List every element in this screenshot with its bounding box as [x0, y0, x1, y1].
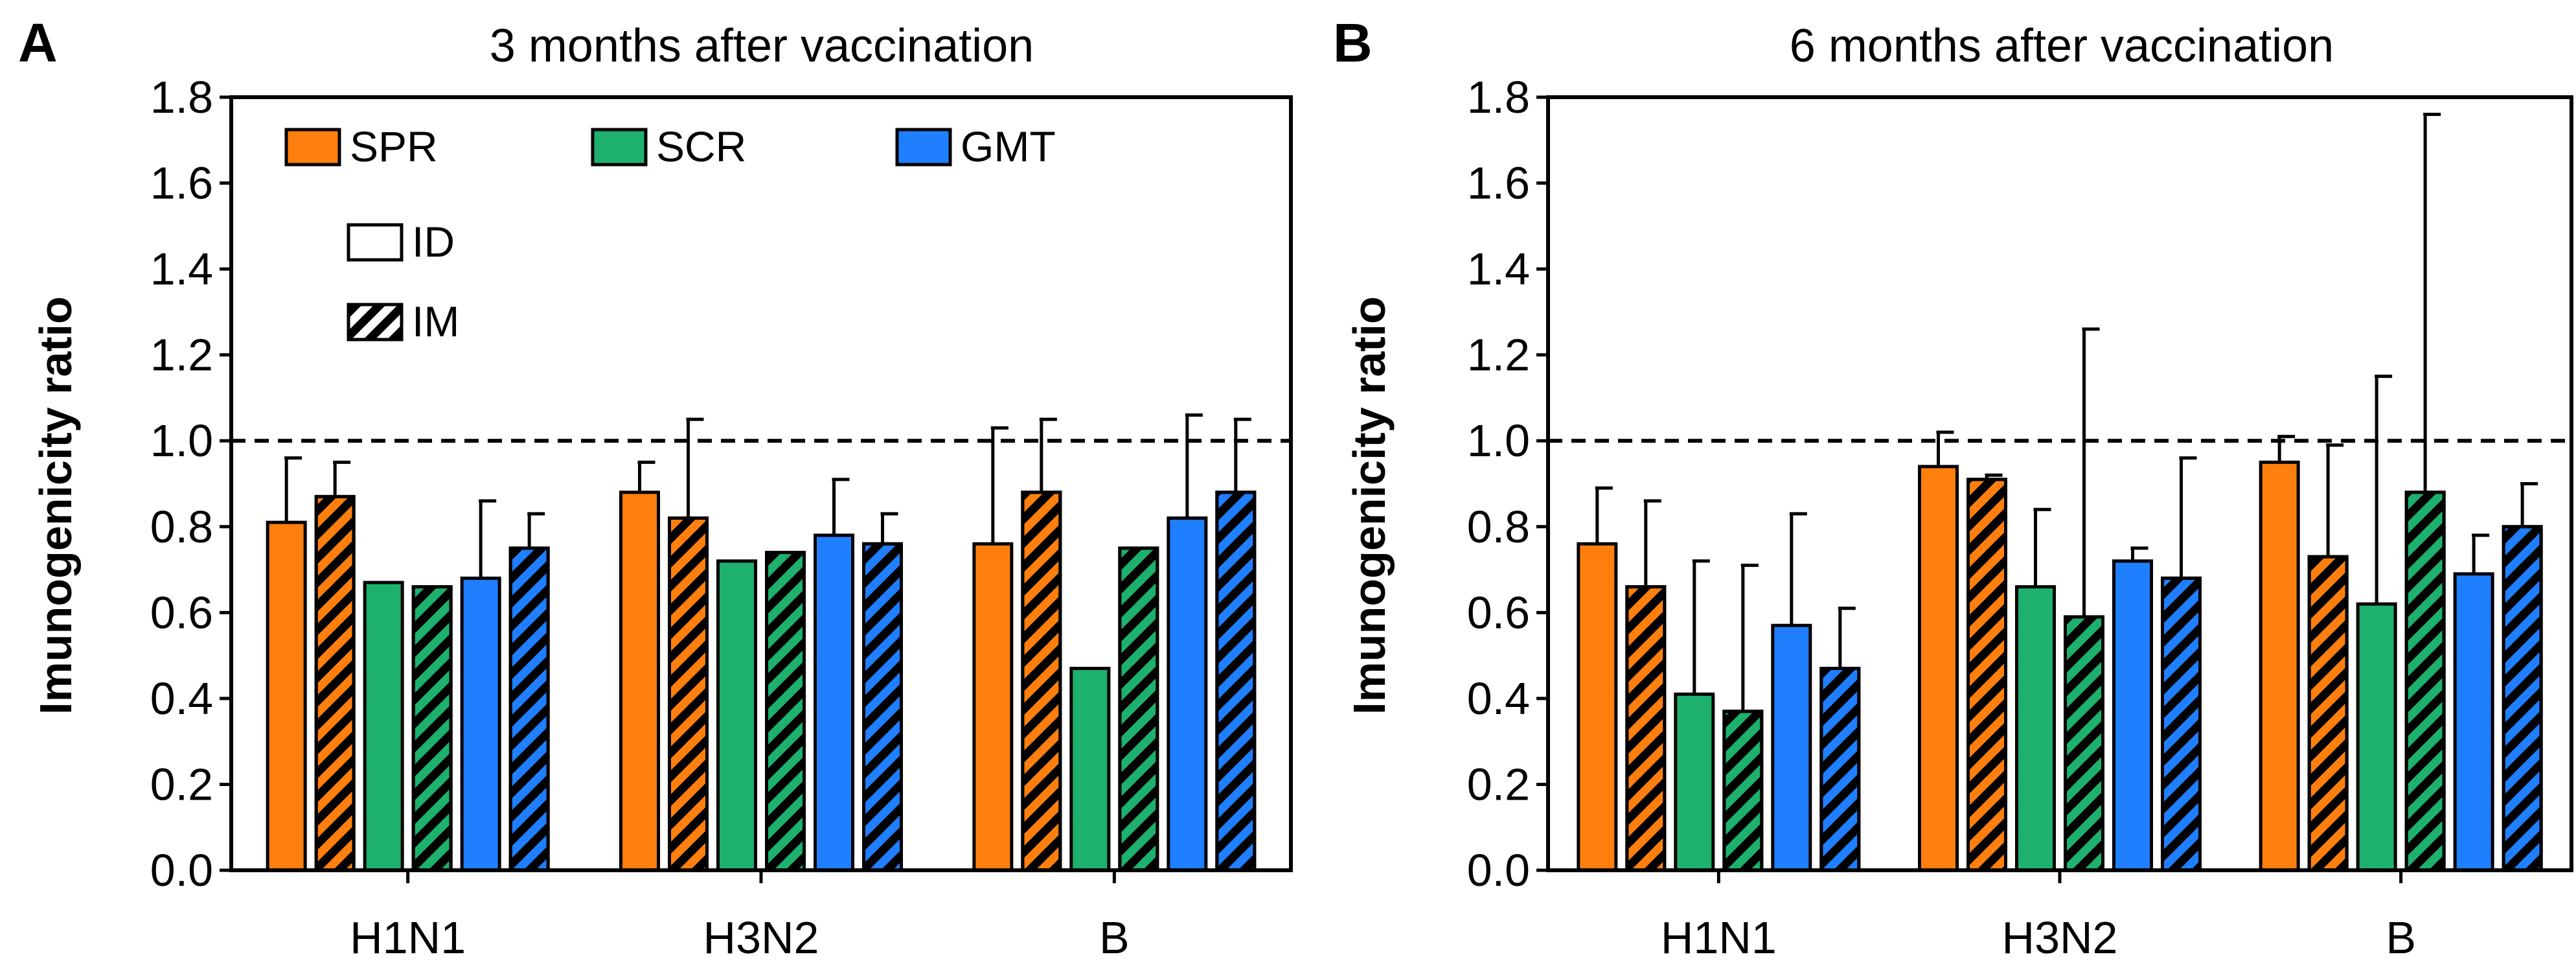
panel-a-y-axis-label: Imunogenicity ratio: [30, 296, 81, 715]
panel-b-x-ticks: H1N1 H3N2 B: [1661, 912, 2416, 963]
panel-a-x-tick-label-b: B: [1099, 912, 1130, 963]
panel-a-bar-gmt-id-h1n1: [460, 576, 501, 872]
panel-b-bar-hatch-gmt-im-h3n2: [2161, 576, 2202, 872]
panel-b-bars: [1536, 95, 2573, 883]
legend-label-spr: SPR: [350, 122, 438, 170]
panel-a-y-tick-label: 1.0: [150, 415, 213, 466]
panel-b-bar-gmt-id-h3n2: [2112, 559, 2153, 872]
panel-a-bar-hatch-spr-im-h3n2: [668, 516, 709, 872]
legend-swatch-id: [347, 223, 404, 262]
panel-a-bar-hatch-gmt-im-h3n2: [862, 542, 903, 872]
panel-a-y-tick-label: 1.6: [150, 158, 213, 209]
panel-a-bar-spr-id-h3n2: [619, 491, 660, 872]
panel-b-y-tick-label: 0.6: [1467, 587, 1530, 638]
panel-b: B 6 months after vaccination Imunogenici…: [1333, 12, 2573, 963]
panel-a-y-tick-label: 0.4: [150, 673, 213, 724]
panel-b-plot-frame: [1546, 95, 2573, 872]
panel-a-y-tick-label: 1.4: [150, 244, 213, 294]
panel-b-bar-hatch-scr-im-b: [2404, 491, 2446, 872]
legend-swatch-scr: [591, 128, 648, 167]
panel-a-bar-spr-id-h1n1: [266, 520, 307, 872]
legend: SPR SCR GMT ID IM: [284, 122, 1056, 345]
panel-a-bar-gmt-id-h3n2: [814, 533, 854, 872]
panel-b-y-tick-label: 1.2: [1467, 330, 1530, 380]
panel-a-bar-hatch-scr-im-b: [1118, 546, 1159, 872]
panel-b-bar-scr-id-h3n2: [2015, 585, 2056, 872]
panel-a-bar-gmt-id-b: [1167, 516, 1208, 872]
panel-b-title: 6 months after vaccination: [1790, 20, 2334, 72]
panel-b-bar-hatch-spr-im-h3n2: [1966, 478, 2007, 872]
panel-b-x-tick-label-h3n2: H3N2: [2002, 912, 2118, 963]
panel-b-bar-hatch-gmt-im-h1n1: [1819, 666, 1861, 872]
panel-a-bar-scr-id-b: [1069, 666, 1111, 872]
panel-a-bar-scr-id-h1n1: [363, 581, 404, 872]
panel-b-bar-spr-id-h1n1: [1577, 542, 1618, 872]
panel-a-bar-hatch-gmt-im-b: [1215, 491, 1257, 872]
legend-label-im: IM: [412, 297, 459, 345]
panel-b-bar-hatch-spr-im-h1n1: [1625, 585, 1667, 872]
panel-a-bar-hatch-spr-im-h1n1: [314, 494, 356, 872]
legend-swatch-spr: [284, 128, 341, 167]
panel-a-y-tick-label: 1.2: [150, 330, 213, 380]
panel-b-y-tick-label: 1.0: [1467, 415, 1530, 466]
panel-b-y-ticks: 0.0 0.2 0.4 0.6 0.8 1.0 1.2 1.4 1.6 1.8: [1467, 72, 1530, 896]
panel-a-x-tick-label-h3n2: H3N2: [703, 912, 819, 963]
panel-a-bar-spr-id-b: [972, 542, 1014, 872]
panel-b-x-tick-label-b: B: [2386, 912, 2416, 963]
panel-b-bar-spr-id-b: [2259, 460, 2300, 872]
panel-b-y-tick-label: 1.6: [1467, 158, 1530, 209]
panel-a-plot-frame: [229, 95, 1293, 872]
panel-a-letter: A: [18, 12, 58, 73]
legend-swatch-gmt: [895, 128, 952, 167]
panel-a-bar-hatch-spr-im-b: [1021, 491, 1062, 872]
panel-b-letter: B: [1333, 12, 1373, 73]
panel-b-bar-hatch-gmt-im-b: [2502, 525, 2543, 872]
legend-label-scr: SCR: [656, 122, 746, 170]
panel-b-bar-gmt-id-h1n1: [1771, 623, 1812, 872]
panel-b-bar-scr-id-b: [2356, 602, 2397, 872]
panel-a-bar-hatch-scr-im-h1n1: [411, 585, 453, 872]
panel-b-y-tick-label: 0.4: [1467, 673, 1530, 724]
panel-a-y-tick-label: 0.6: [150, 587, 213, 638]
legend-label-gmt: GMT: [961, 122, 1056, 170]
panel-a-bar-hatch-gmt-im-h1n1: [508, 546, 550, 872]
panel-b-bar-hatch-spr-im-b: [2307, 555, 2349, 872]
panel-b-y-axis-label: Imunogenicity ratio: [1344, 296, 1395, 715]
panel-a-y-ticks: 0.0 0.2 0.4 0.6 0.8 1.0 1.2 1.4 1.6 1.8: [150, 72, 213, 896]
panel-b-y-tick-label: 0.2: [1467, 759, 1530, 809]
panel-b-bar-hatch-scr-im-h3n2: [2064, 615, 2104, 872]
panel-b-y-tick-label: 0.8: [1467, 502, 1530, 552]
panel-b-y-tick-label: 1.4: [1467, 244, 1530, 294]
panel-a-bars: [220, 95, 1293, 883]
panel-b-x-tick-label-h1n1: H1N1: [1661, 912, 1777, 963]
panel-a-x-tick-label-h1n1: H1N1: [350, 912, 466, 963]
panel-b-bar-spr-id-h3n2: [1918, 465, 1959, 872]
panel-a-y-tick-label: 0.2: [150, 759, 213, 809]
panel-b-bar-scr-id-h1n1: [1674, 692, 1715, 872]
panel-b-bar-gmt-id-b: [2453, 572, 2494, 872]
panel-b-y-tick-label: 1.8: [1467, 72, 1530, 122]
panel-a-x-ticks: H1N1 H3N2 B: [350, 912, 1130, 963]
panel-b-bar-hatch-scr-im-h1n1: [1722, 710, 1764, 872]
panel-b-y-tick-label: 0.0: [1467, 845, 1530, 896]
panel-a-y-tick-label: 0.0: [150, 845, 213, 896]
panel-a-bar-scr-id-h3n2: [716, 559, 757, 872]
panel-a-bar-hatch-scr-im-h3n2: [765, 551, 806, 872]
legend-label-id: ID: [412, 218, 455, 266]
panel-a-y-tick-label: 1.8: [150, 72, 213, 122]
panel-a-title: 3 months after vaccination: [490, 20, 1034, 72]
panel-a: A 3 months after vaccination Imunogenici…: [18, 12, 1293, 963]
panel-a-y-tick-label: 0.8: [150, 502, 213, 552]
legend-swatch-im: [347, 303, 404, 341]
